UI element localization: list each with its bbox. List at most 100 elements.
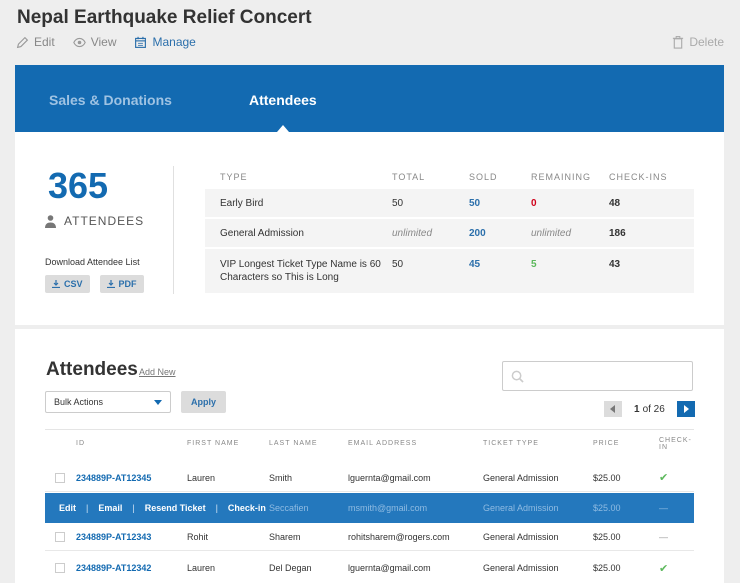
col-header-id: ID	[76, 440, 85, 447]
price: $25.00	[593, 563, 621, 573]
row-checkbox[interactable]	[55, 531, 65, 542]
last-name: Del Degan	[269, 563, 312, 573]
row-resend-ticket-action[interactable]: Resend Ticket	[144, 503, 206, 513]
chevron-right-icon	[683, 405, 689, 413]
next-page-button[interactable]	[676, 401, 695, 417]
attendees-heading: Attendees	[46, 359, 138, 380]
col-header-type: TYPE	[220, 171, 248, 182]
apply-button[interactable]: Apply	[181, 391, 226, 413]
email: lguernta@gmail.com	[348, 472, 431, 483]
download-buttons: CSV PDF	[45, 275, 144, 293]
checked-in-icon: ✔	[659, 562, 669, 575]
col-header-sold: SOLD	[469, 171, 498, 182]
table-row[interactable]: 234889P-AT12345 Lauren Smith lguernta@gm…	[45, 464, 694, 492]
ticket-sold: 50	[469, 197, 481, 209]
col-header-ticket-type: TICKET TYPE	[483, 440, 539, 447]
table-row[interactable]: 234889P-AT12343 Rohit Sharem rohitsharem…	[45, 523, 694, 551]
attendee-id-link[interactable]: 234889P-AT12343	[76, 531, 152, 542]
download-csv-button[interactable]: CSV	[45, 275, 90, 293]
first-name: Lauren	[187, 563, 216, 573]
active-tab-indicator	[277, 125, 289, 132]
prev-page-button[interactable]	[604, 401, 622, 417]
view-link[interactable]: View	[72, 35, 116, 49]
event-actions: Edit View Manage	[16, 35, 196, 49]
page-title: Nepal Earthquake Relief Concert	[17, 7, 312, 28]
ticket-checkins: 186	[609, 227, 626, 239]
total-pages: of 26	[642, 403, 665, 415]
ticket-row: Early Bird 50 50 0 48	[205, 189, 694, 217]
ticket-type: General Admission	[483, 472, 559, 483]
checked-in-icon: ✔	[659, 472, 669, 484]
ticket-sold: 200	[469, 227, 486, 239]
not-checked-in: —	[659, 503, 668, 513]
attendee-table-header: ID FIRST NAME LAST NAME EMAIL ADDRESS TI…	[45, 429, 694, 457]
last-name: Sharem	[269, 531, 301, 542]
ticket-type: General Admission	[220, 227, 304, 239]
row-email-action[interactable]: Email	[98, 503, 123, 513]
bulk-actions-select[interactable]: Bulk Actions	[45, 391, 171, 413]
summary-panel: 365 ATTENDEES Download Attendee List CSV…	[15, 132, 724, 325]
col-header-first-name: FIRST NAME	[187, 440, 240, 447]
attendee-count: 365	[48, 165, 109, 206]
separator: |	[215, 503, 218, 513]
email: rohitsharem@rogers.com	[348, 531, 450, 542]
search-box	[502, 361, 693, 391]
chevron-down-icon	[154, 400, 162, 405]
tab-sales-donations[interactable]: Sales & Donations	[49, 92, 172, 108]
ticket-total: 50	[392, 197, 404, 209]
ticket-type: Early Bird	[220, 197, 264, 209]
edit-link[interactable]: Edit	[16, 35, 55, 49]
ticket-type: General Admission	[483, 503, 559, 513]
search-input[interactable]	[531, 366, 686, 386]
manage-link[interactable]: Manage	[134, 35, 196, 49]
separator: |	[86, 503, 89, 513]
ticket-checkins: 43	[609, 259, 621, 270]
eye-icon	[72, 37, 86, 47]
col-header-last-name: LAST NAME	[269, 440, 318, 447]
ticket-remaining: 5	[531, 259, 537, 270]
attendee-id-link[interactable]: 234889P-AT12342	[76, 563, 152, 573]
attendee-id-link[interactable]: 234889P-AT12345	[76, 472, 152, 483]
pagination: 1 of 26	[604, 401, 695, 417]
ticket-type: General Admission	[483, 563, 559, 573]
ticket-remaining: 0	[531, 197, 537, 209]
row-edit-action[interactable]: Edit	[59, 503, 76, 513]
table-row[interactable]: 234889P-AT12342 Lauren Del Degan lguernt…	[45, 554, 694, 582]
ticket-sold: 45	[469, 259, 481, 270]
row-checkbox[interactable]	[55, 563, 65, 573]
last-name: Smith	[269, 472, 293, 483]
ticket-row: VIP Longest Ticket Type Name is 60 Chara…	[205, 249, 694, 293]
col-header-price: PRICE	[593, 440, 620, 447]
manage-label: Manage	[152, 35, 196, 49]
ticket-remaining: unlimited	[531, 227, 572, 239]
ticket-total: 50	[392, 259, 404, 270]
email: msmith@gmail.com	[348, 503, 428, 513]
download-icon	[52, 280, 60, 288]
separator: |	[132, 503, 135, 513]
delete-button[interactable]: Delete	[672, 35, 724, 49]
download-pdf-button[interactable]: PDF	[99, 275, 144, 293]
table-row-hovered[interactable]: Seccafien msmith@gmail.com General Admis…	[45, 493, 694, 523]
attendees-label-text: ATTENDEES	[64, 214, 145, 228]
summary-divider	[173, 166, 174, 294]
row-actions: Edit | Email | Resend Ticket | Check-in	[59, 493, 266, 523]
row-checkin-action[interactable]: Check-in	[227, 503, 266, 513]
tab-bar: Sales & Donations Attendees	[15, 65, 724, 132]
tab-attendees[interactable]: Attendees	[249, 92, 317, 108]
attendees-panel: Attendees Add New Bulk Actions Apply 1 of…	[15, 329, 724, 583]
col-header-checkins: CHECK-INS	[609, 171, 668, 182]
ticket-total: unlimited	[392, 227, 433, 239]
col-header-email: EMAIL ADDRESS	[348, 440, 418, 447]
ticket-type: General Admission	[483, 531, 559, 542]
row-checkbox[interactable]	[55, 472, 65, 483]
ticket-type: VIP Longest Ticket Type Name is 60 Chara…	[220, 259, 381, 283]
chevron-left-icon	[610, 405, 615, 413]
edit-label: Edit	[34, 35, 55, 49]
attendee-count-label: ATTENDEES	[45, 214, 144, 228]
download-icon	[106, 280, 115, 288]
not-checked-in: —	[659, 531, 668, 542]
bulk-actions-value: Bulk Actions	[54, 397, 104, 407]
ticket-type-table: TYPE TOTAL SOLD REMAINING CHECK-INS Earl…	[205, 164, 694, 295]
add-new-link[interactable]: Add New	[139, 367, 176, 377]
trash-icon	[673, 35, 684, 49]
